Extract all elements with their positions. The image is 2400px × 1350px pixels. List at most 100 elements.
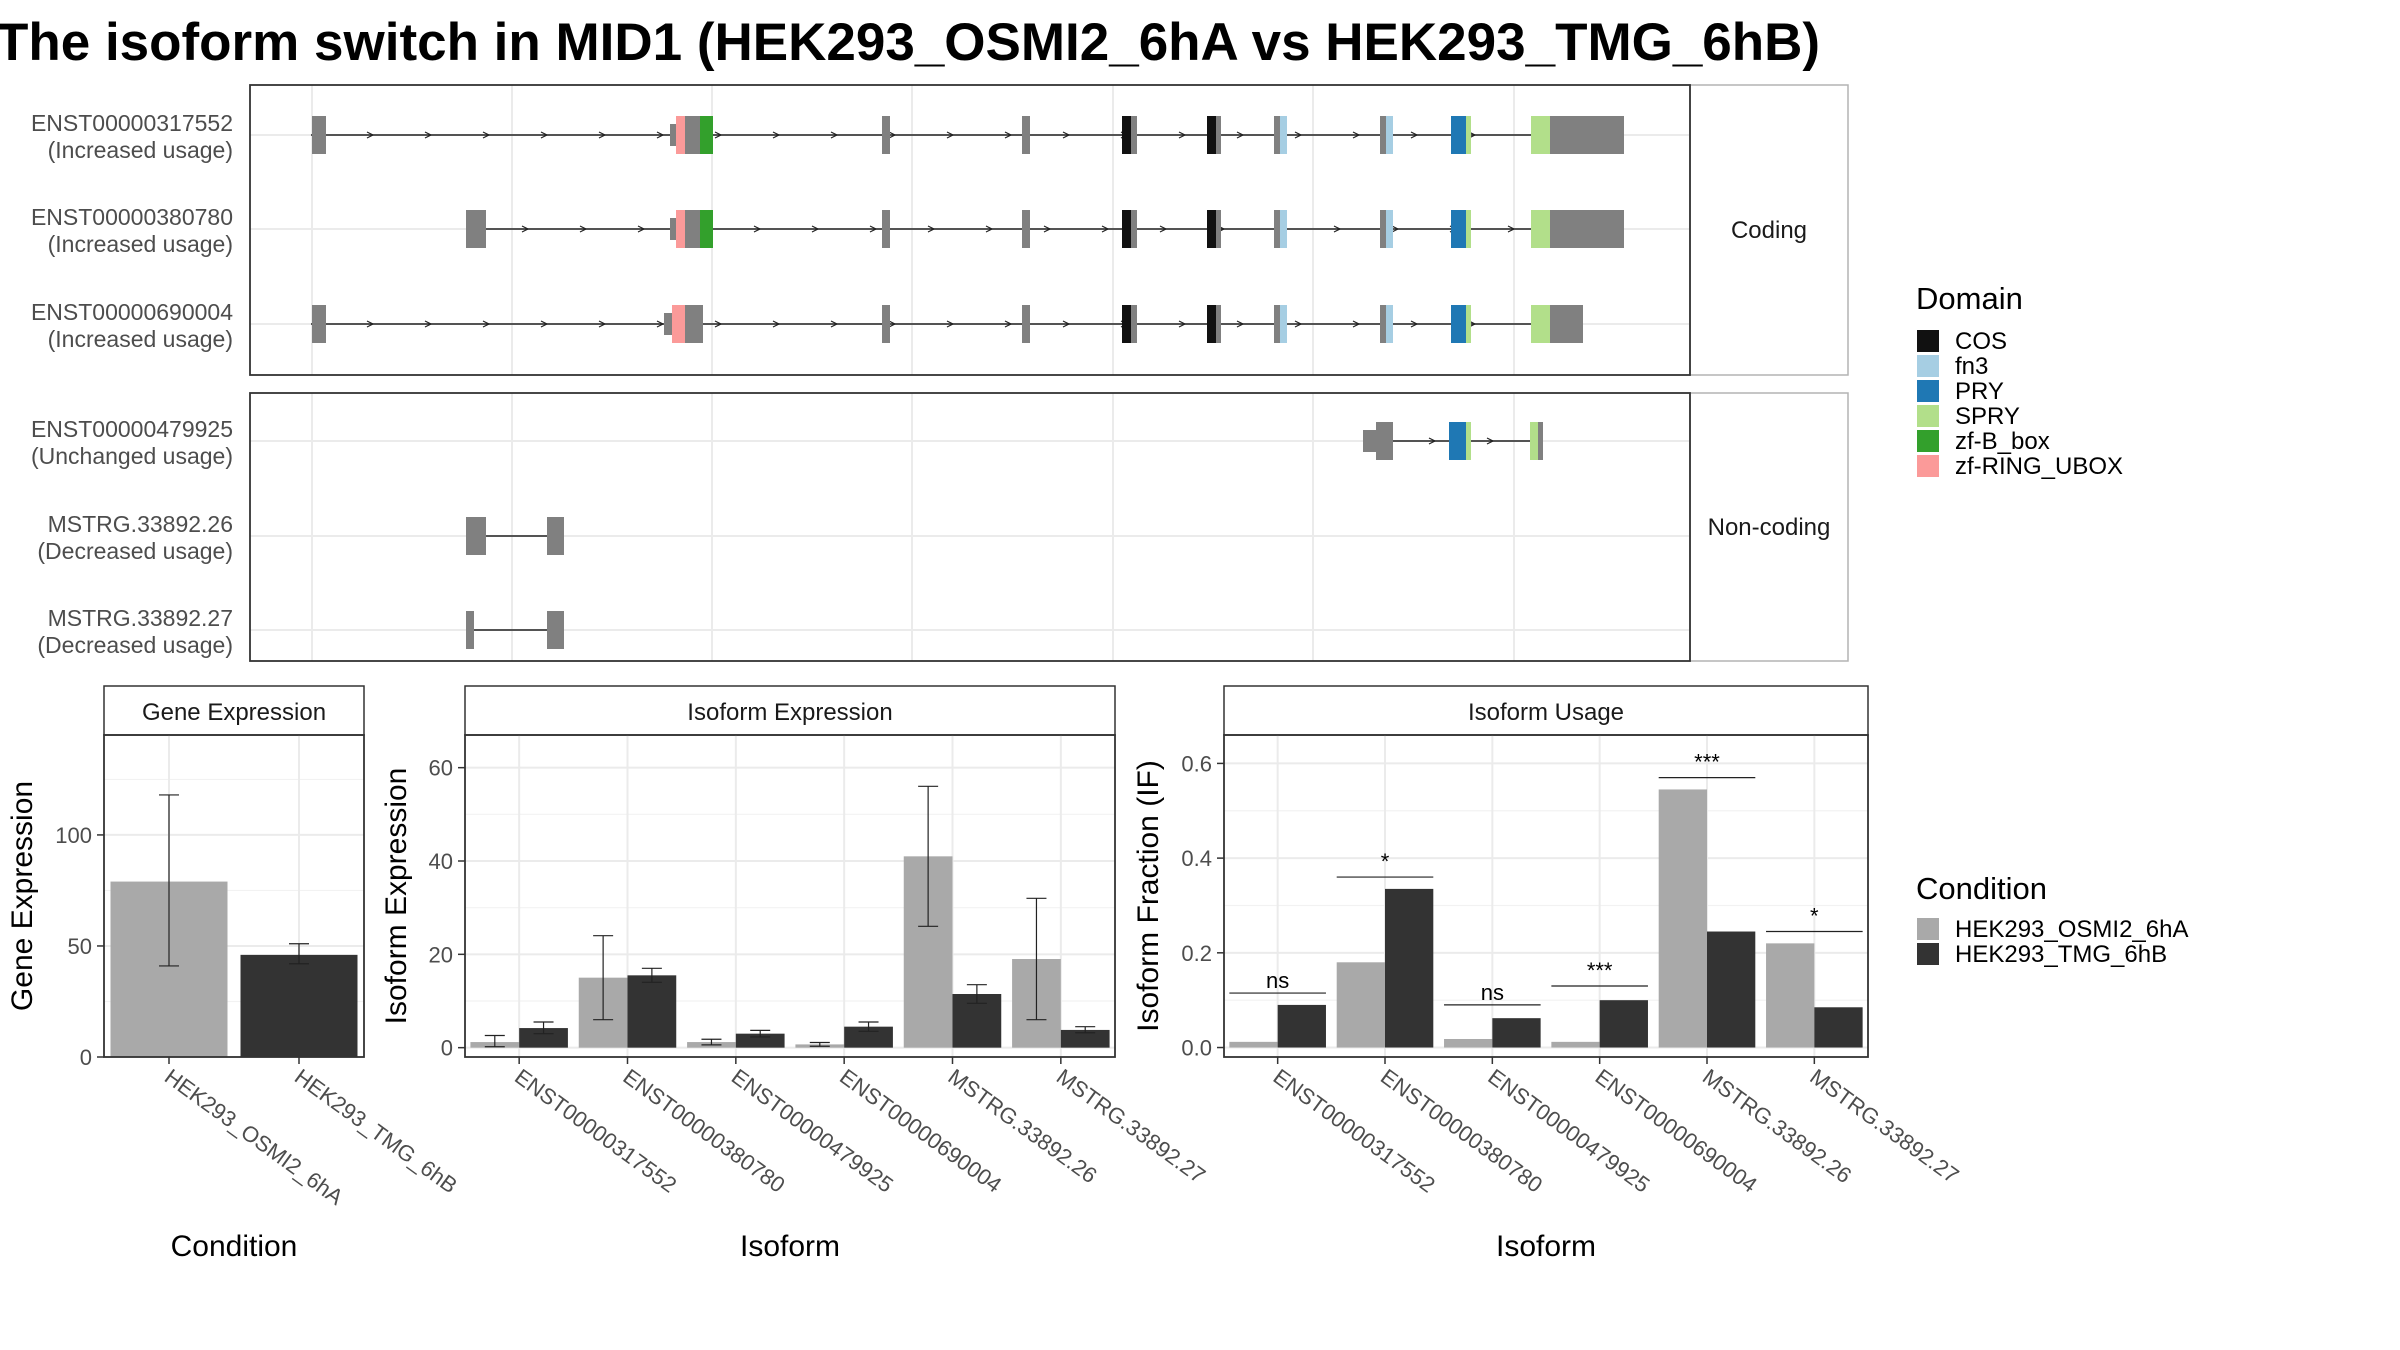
- bar: [1707, 931, 1756, 1048]
- domain-block-SPRY: [1466, 116, 1471, 154]
- exon-block: [670, 218, 676, 240]
- bar: [240, 954, 358, 1057]
- exon-block: [1131, 210, 1137, 248]
- exon-block: [685, 210, 700, 248]
- strand-arrow: [1352, 320, 1361, 328]
- strand-arrow: [366, 131, 375, 139]
- legend-swatch: [1917, 918, 1939, 940]
- bar: [1766, 943, 1815, 1048]
- bar: [1385, 888, 1434, 1048]
- strand-arrow: [1236, 320, 1245, 328]
- facet-strip: [1223, 685, 1869, 736]
- exon-block: [882, 210, 890, 248]
- strand-arrow: [1507, 225, 1516, 233]
- exon-block: [547, 611, 564, 649]
- domain-block-fn3: [1280, 116, 1287, 154]
- strand-arrow: [1428, 437, 1437, 445]
- exon-block: [312, 305, 326, 343]
- bar: [1814, 1007, 1863, 1048]
- strand-arrow: [424, 320, 433, 328]
- legend-swatch: [1917, 380, 1939, 402]
- exon-block: [466, 517, 486, 555]
- strand-arrow: [1410, 320, 1419, 328]
- bar: [1336, 962, 1385, 1048]
- strand-arrow: [714, 131, 723, 139]
- panel-border: [103, 734, 365, 1058]
- y-tick-label: 0: [441, 1036, 453, 1061]
- transcript-id-label: MSTRG.33892.27: [48, 605, 233, 631]
- domain-block-PRY: [1449, 422, 1466, 460]
- domain-block-fn3: [1386, 210, 1393, 248]
- exon-block: [1380, 116, 1386, 154]
- strand-arrow: [985, 225, 994, 233]
- transcript-usage-label: (Decreased usage): [37, 632, 233, 658]
- domain-block-fn3: [1280, 210, 1287, 248]
- exon-block: [1380, 305, 1386, 343]
- legend-label: zf-B_box: [1955, 428, 2050, 455]
- strand-arrow: [811, 225, 820, 233]
- domain-block-SPRY: [1466, 210, 1471, 248]
- bar: [1658, 789, 1707, 1048]
- exon-block: [1216, 210, 1221, 248]
- strand-arrow: [540, 320, 549, 328]
- strand-arrow: [830, 320, 839, 328]
- bar: [844, 1026, 893, 1048]
- strand-arrow: [1333, 225, 1342, 233]
- strand-arrow: [1352, 131, 1361, 139]
- strand-arrow: [888, 131, 897, 139]
- strand-arrow: [656, 320, 665, 328]
- exon-block: [670, 124, 676, 146]
- strand-arrow: [366, 320, 375, 328]
- exon-block: [1550, 305, 1583, 343]
- bar: [735, 1033, 785, 1048]
- domain-block-SPRY: [1530, 422, 1538, 460]
- legend-swatch: [1917, 943, 1939, 965]
- isoform-usage-plot: Isoform Usagens*ns*******0.00.20.40.6ENS…: [1132, 685, 1964, 1263]
- strand-arrow: [598, 320, 607, 328]
- significance-label: *: [1381, 849, 1390, 874]
- strand-arrow: [946, 131, 955, 139]
- legend-swatch: [1917, 330, 1939, 352]
- strand-arrow: [772, 320, 781, 328]
- exon-block: [882, 116, 890, 154]
- transcript-usage-label: (Decreased usage): [37, 538, 233, 564]
- strand-arrow: [656, 131, 665, 139]
- transcript-usage-label: (Increased usage): [48, 326, 233, 352]
- significance-label: ***: [1587, 958, 1613, 983]
- domain-block-SPRY: [1531, 305, 1550, 343]
- strand-arrow: [1062, 320, 1071, 328]
- exon-block: [882, 305, 890, 343]
- facet-strip: [1689, 392, 1849, 662]
- exon-block: [1131, 305, 1137, 343]
- transcript-id-label: ENST00000690004: [31, 299, 233, 325]
- strand-arrow: [772, 131, 781, 139]
- bar: [1060, 1029, 1110, 1048]
- exon-block: [1216, 116, 1221, 154]
- strand-arrow: [1410, 131, 1419, 139]
- domain-block-COS: [1207, 116, 1216, 154]
- domain-block-PRY: [1451, 210, 1466, 248]
- bar: [1277, 1004, 1326, 1048]
- strand-arrow: [521, 225, 530, 233]
- strand-arrow: [482, 320, 491, 328]
- bar: [1492, 1018, 1541, 1048]
- transcript-id-label: ENST00000479925: [31, 416, 233, 442]
- y-tick-label: 0.4: [1181, 846, 1212, 871]
- legend-swatch: [1917, 430, 1939, 452]
- legend-title: Domain: [1916, 281, 2023, 316]
- strand-arrow: [1236, 131, 1245, 139]
- legend-label: COS: [1955, 328, 2007, 355]
- facet-strip-label: Coding: [1731, 217, 1807, 244]
- y-tick-label: 60: [429, 756, 453, 781]
- exon-block: [685, 116, 700, 154]
- bar: [627, 975, 677, 1048]
- domain-block-fn3: [1386, 116, 1393, 154]
- transcript-usage-label: (Increased usage): [48, 231, 233, 257]
- facet-strip-label: Isoform Usage: [1468, 699, 1624, 726]
- legend-label: zf-RING_UBOX: [1955, 453, 2123, 480]
- domain-block-SPRY: [1466, 305, 1471, 343]
- facet-strip-label: Gene Expression: [142, 699, 326, 726]
- exon-block: [1274, 210, 1280, 248]
- strand-arrow: [946, 320, 955, 328]
